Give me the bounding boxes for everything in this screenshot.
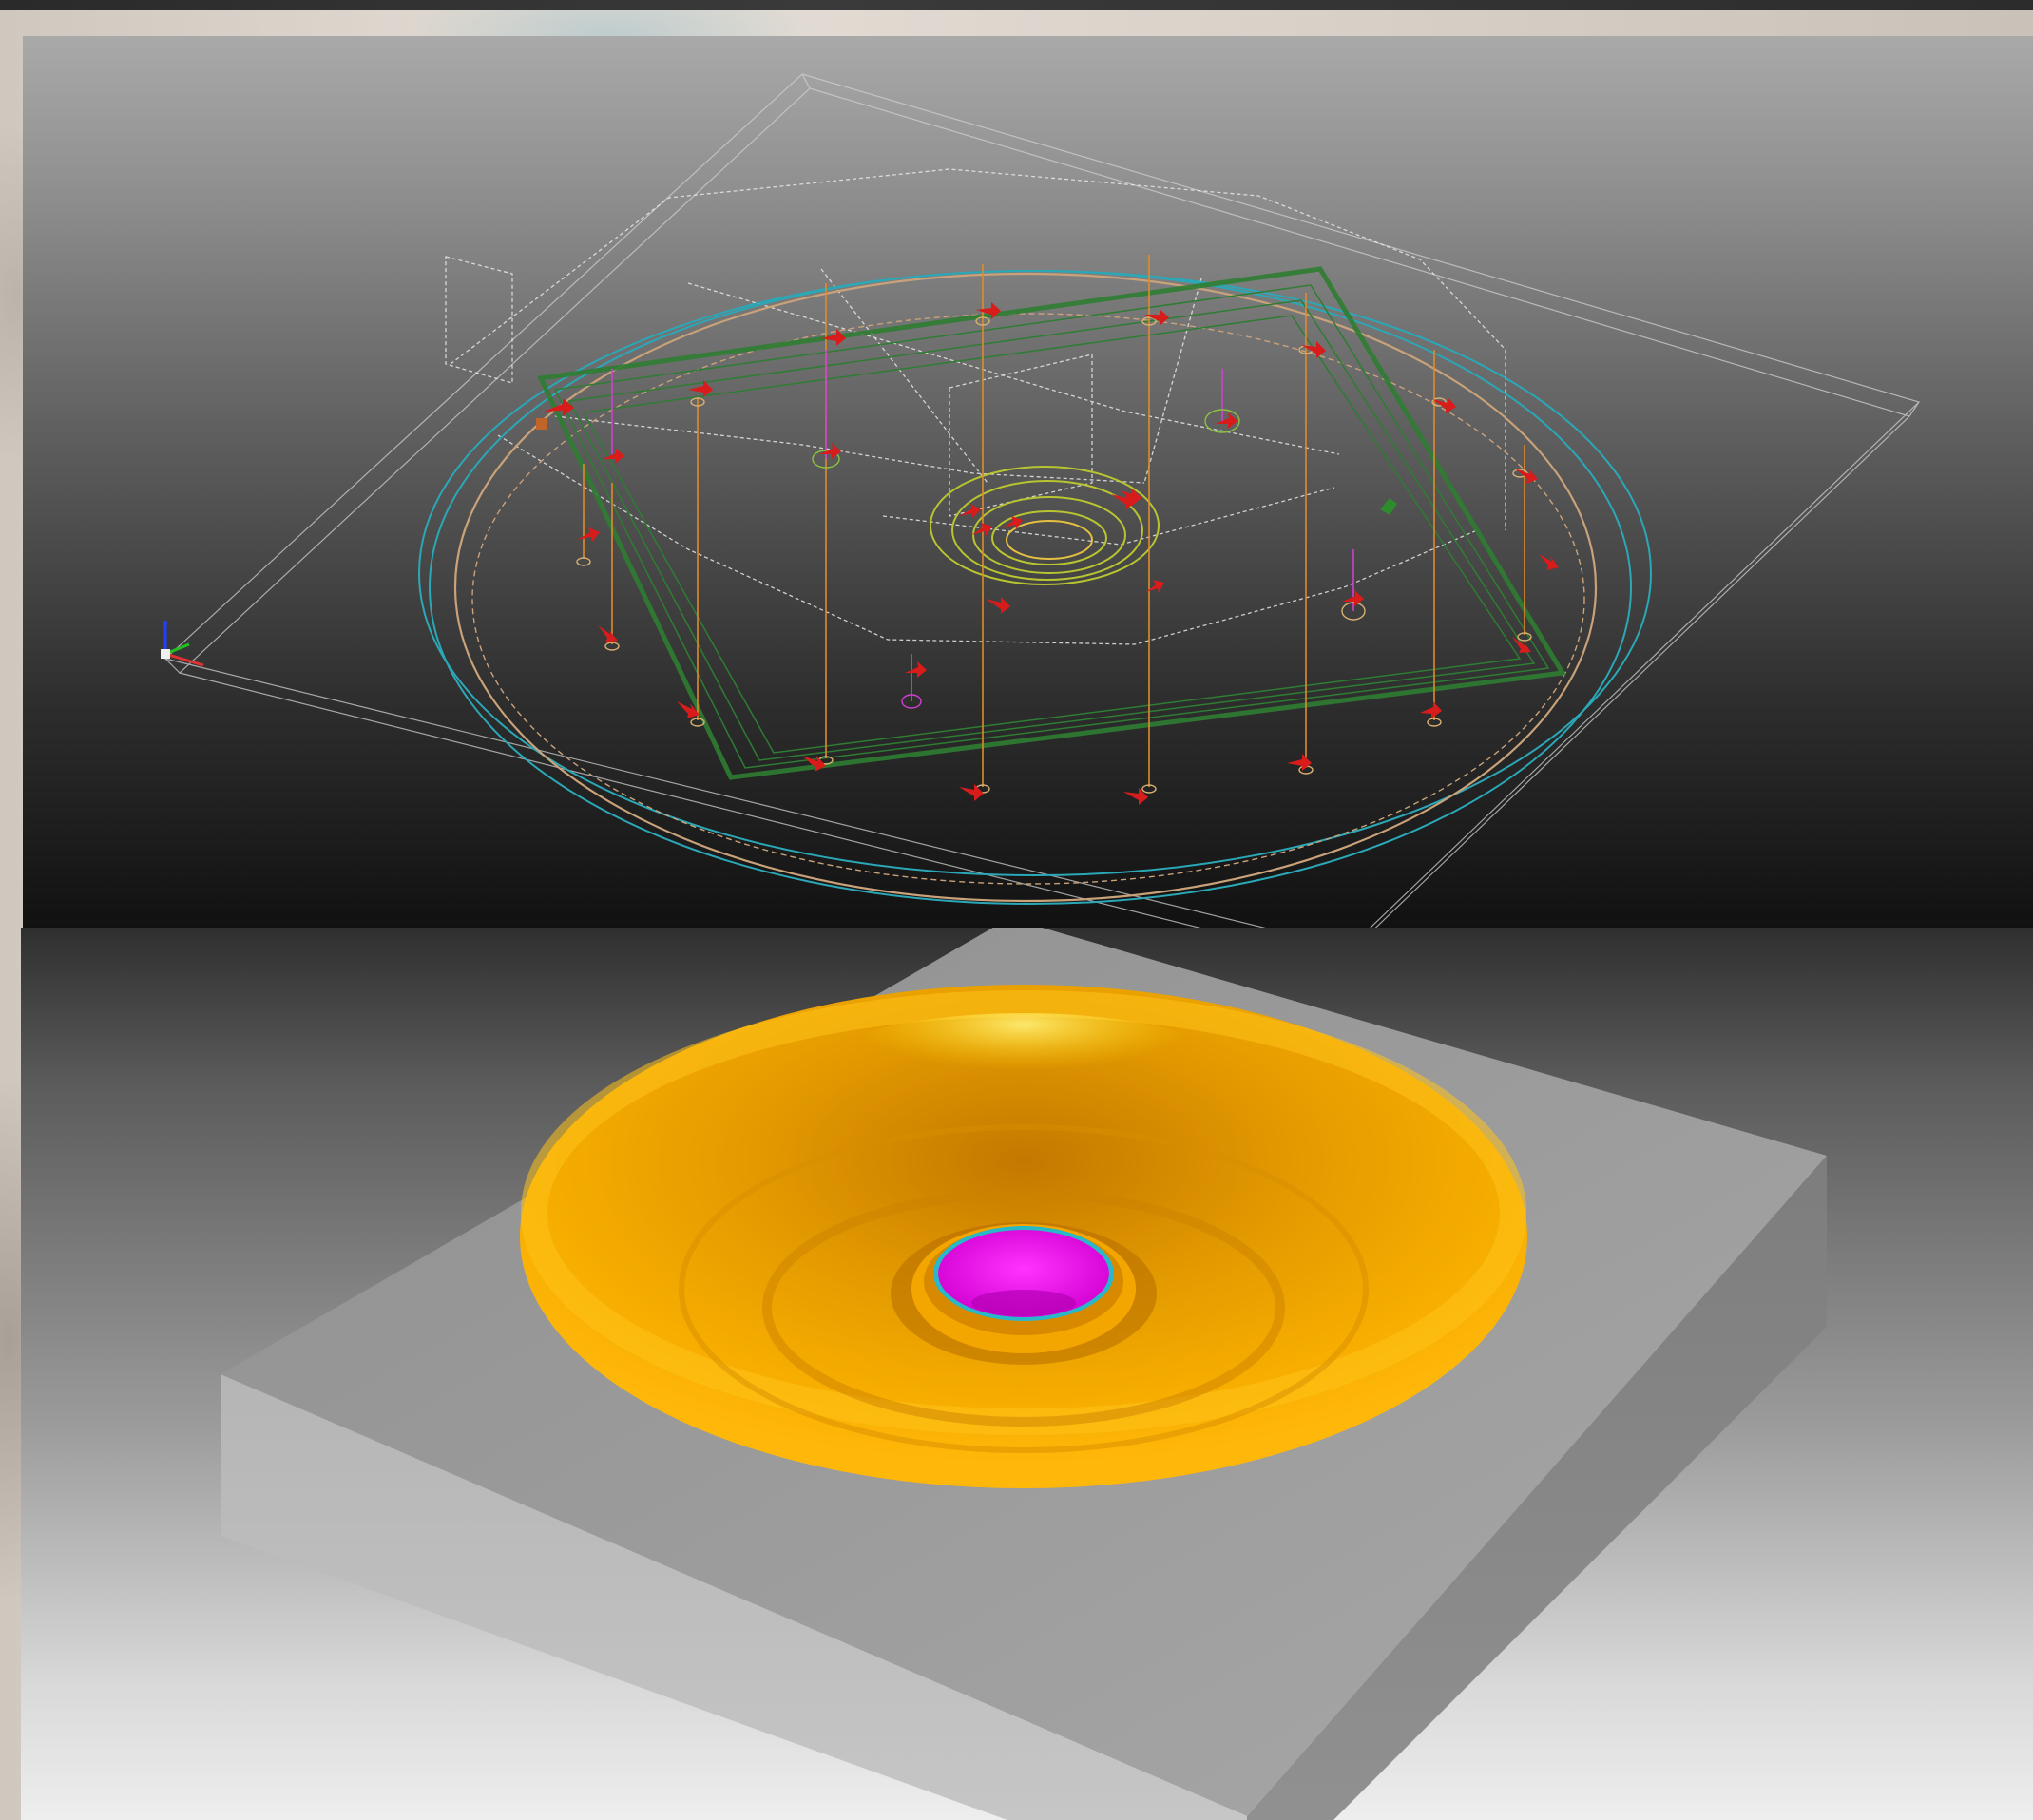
revolved-part-surface	[520, 985, 1527, 1488]
center-pocket-rings	[930, 466, 1160, 585]
stock-right-face	[1247, 1156, 1827, 1820]
shaded-part-viewport[interactable]	[21, 928, 2033, 1820]
finishing-toolpath	[537, 266, 1567, 780]
boundary-circles	[418, 270, 1652, 905]
xyz-axis-triad-icon	[161, 621, 204, 667]
shaded-model-canvas[interactable]	[21, 928, 2033, 1820]
start-point-marker	[536, 418, 547, 430]
construction-frame	[445, 168, 1506, 645]
green-marker	[1380, 498, 1397, 515]
toolpath-wireframe-viewport[interactable]	[23, 36, 2033, 928]
window-top-bar	[0, 0, 2033, 10]
stock-box-wireframe	[163, 73, 1921, 928]
toolpath-canvas[interactable]	[23, 36, 2033, 928]
tool-direction-arrow-icon	[544, 302, 1559, 805]
tool-positions	[536, 255, 1559, 805]
stock-left-face	[221, 1374, 1247, 1820]
